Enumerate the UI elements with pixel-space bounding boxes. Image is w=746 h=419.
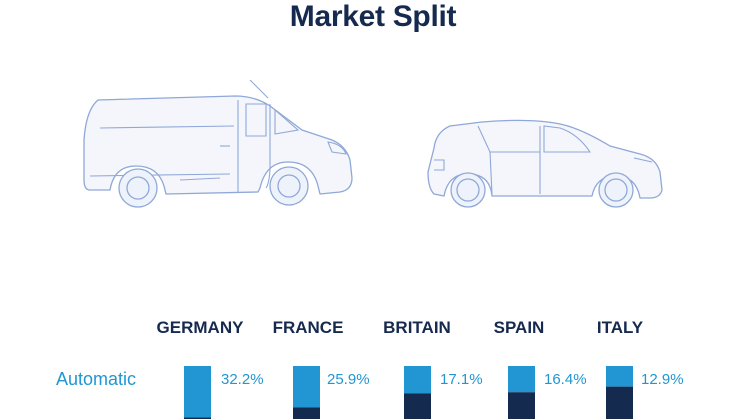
- data-label: 16.4%: [544, 371, 587, 388]
- bar-automatic: [508, 366, 535, 393]
- bar-automatic: [404, 366, 431, 394]
- series-label: Automatic: [56, 369, 137, 389]
- data-label: 17.1%: [440, 371, 483, 388]
- chart-title: Market Split: [289, 0, 457, 33]
- suv-icon: [427, 119, 663, 208]
- van-icon: [83, 80, 353, 208]
- data-label: 25.9%: [327, 371, 370, 388]
- category-label: FRANCE: [272, 318, 344, 337]
- bar-remainder: [184, 417, 211, 419]
- category-label: BRITAIN: [383, 318, 451, 337]
- bar-remainder: [606, 386, 633, 419]
- category-label: ITALY: [596, 318, 644, 337]
- bar-automatic: [606, 366, 633, 387]
- category-label: GERMANY: [156, 318, 244, 337]
- bar-remainder: [508, 392, 535, 419]
- bar-remainder: [404, 393, 431, 419]
- category-label: SPAIN: [493, 318, 545, 337]
- bar-automatic: [184, 366, 211, 418]
- data-label: 32.2%: [221, 371, 264, 388]
- bar-automatic: [293, 366, 320, 408]
- data-label: 12.9%: [641, 371, 684, 388]
- bar-remainder: [293, 407, 320, 419]
